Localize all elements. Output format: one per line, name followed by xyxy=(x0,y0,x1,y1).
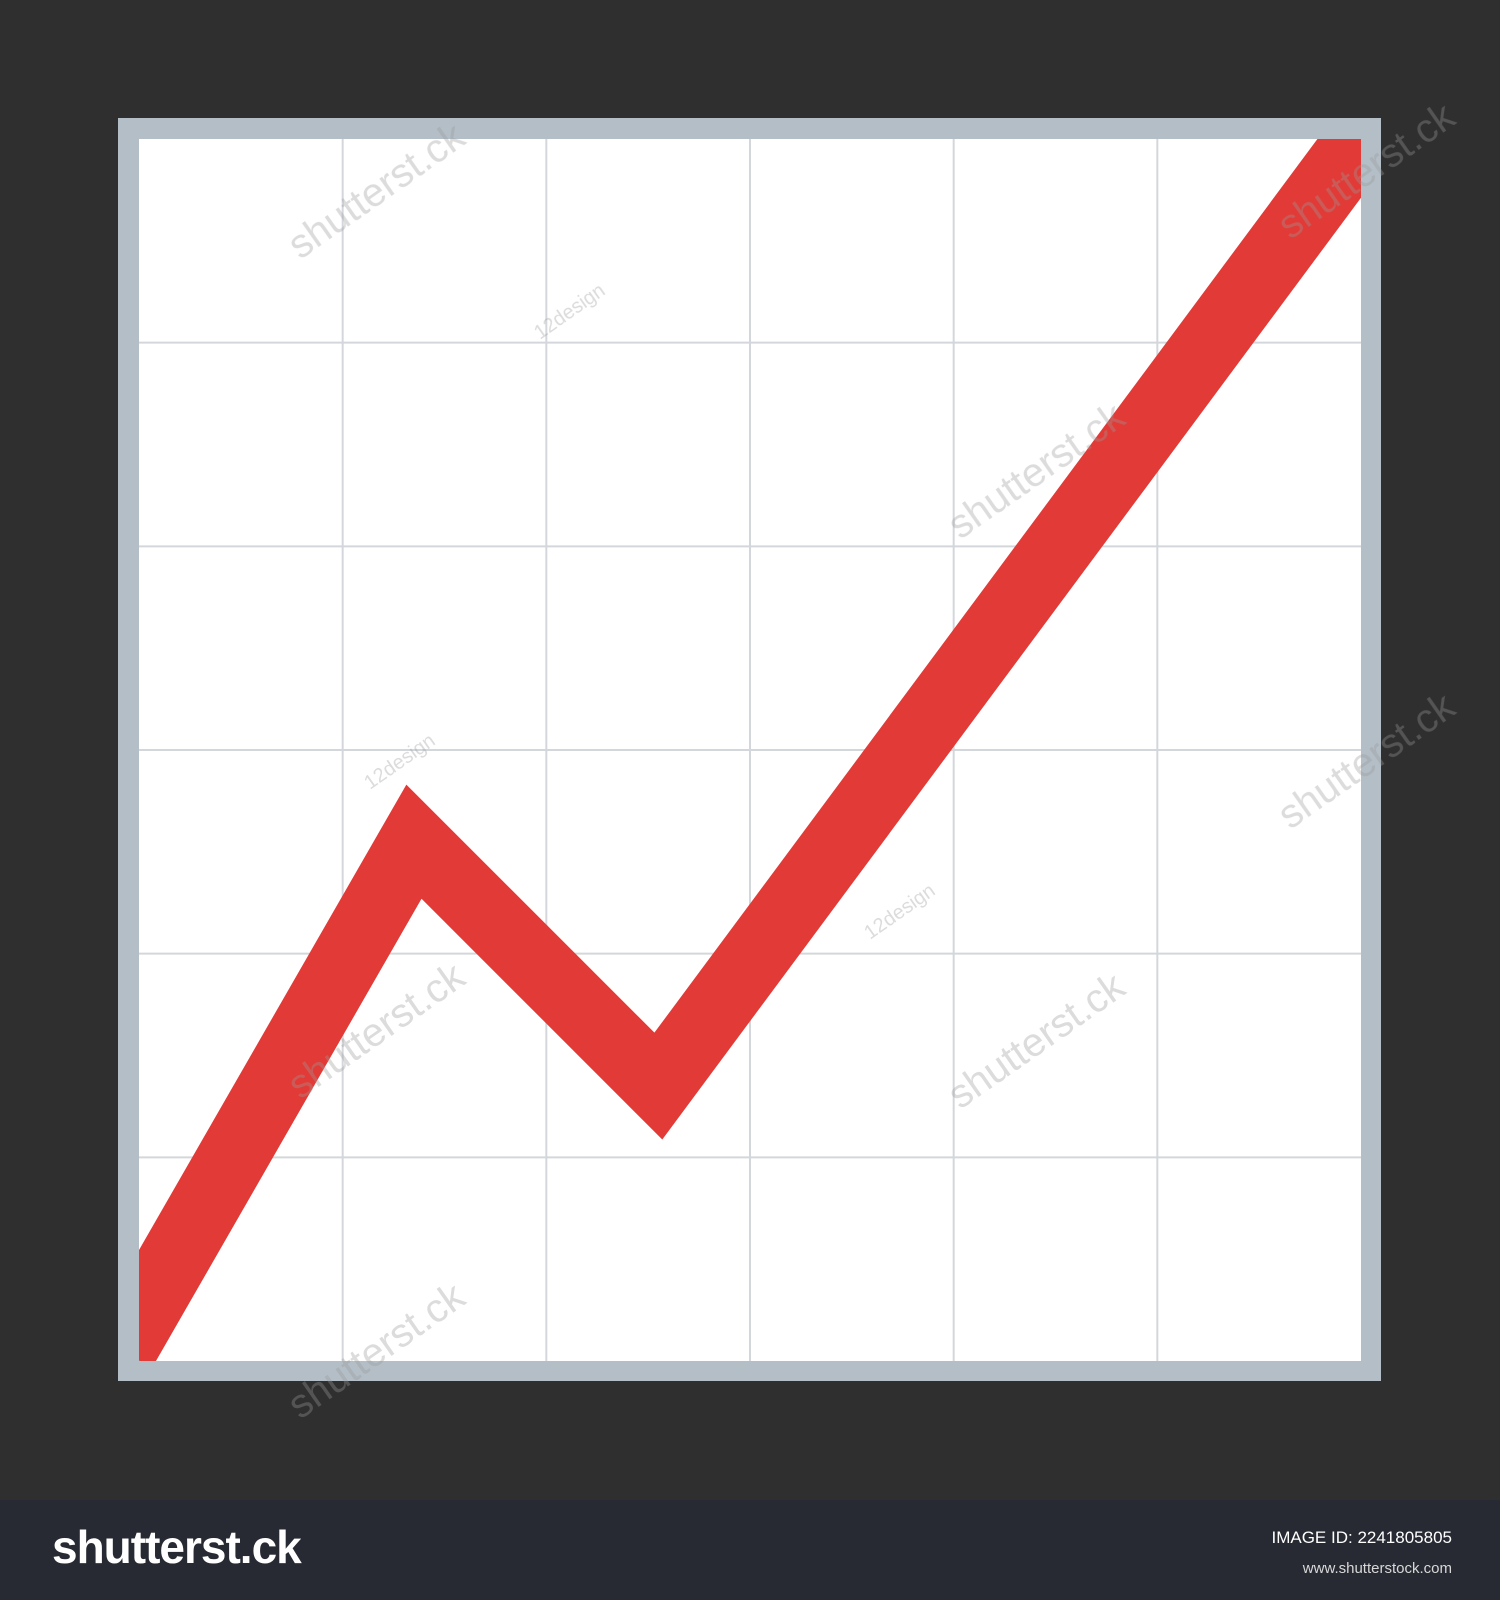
data-point xyxy=(139,1319,140,1322)
footer-brand-text: shutterst.ck xyxy=(52,1521,302,1573)
footer-brand: shutterst.ck xyxy=(52,1520,302,1574)
site-url: www.shutterstock.com xyxy=(1302,1560,1452,1577)
data-point xyxy=(1360,139,1361,140)
series-line xyxy=(139,139,1361,1361)
footer-bar: shutterst.ck IMAGE ID: 2241805805 www.sh… xyxy=(0,1500,1500,1600)
data-point xyxy=(657,1085,660,1088)
chart-area: shutterst.ck shutterst.ck shutterst.ck shut… xyxy=(118,93,1464,1428)
data-point xyxy=(412,840,415,843)
series xyxy=(139,139,1361,1361)
image-id-label: IMAGE ID: 2241805805 xyxy=(1271,1528,1452,1547)
